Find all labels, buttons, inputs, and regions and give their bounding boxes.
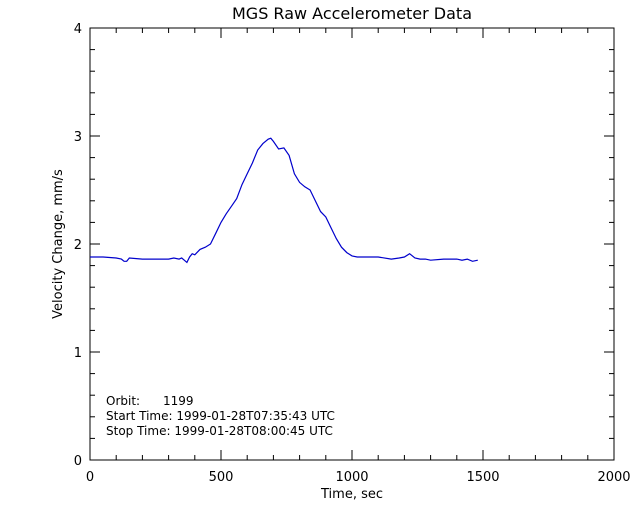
y-tick-label: 0 — [74, 454, 82, 469]
orbit-annotation: Orbit: 1199 — [106, 394, 194, 408]
x-tick-label: 2000 — [597, 470, 630, 485]
series-line — [90, 137, 478, 264]
x-axis-label: Time, sec — [320, 487, 383, 502]
annotations: Orbit: 1199 Start Time: 1999-01-28T07:35… — [106, 394, 335, 438]
y-tick-label: 2 — [74, 238, 82, 253]
tick-marks — [89, 27, 615, 461]
x-tick-label: 500 — [209, 470, 234, 485]
stop-time-annotation: Stop Time: 1999-01-28T08:00:45 UTC — [106, 424, 333, 438]
y-tick-label: 4 — [74, 22, 82, 37]
start-time-annotation: Start Time: 1999-01-28T07:35:43 UTC — [106, 409, 335, 423]
chart-title: MGS Raw Accelerometer Data — [232, 4, 472, 23]
x-tick-label: 1500 — [466, 470, 499, 485]
x-tick-labels: 0 500 1000 1500 2000 — [86, 470, 631, 485]
x-tick-label: 1000 — [335, 470, 368, 485]
y-tick-label: 1 — [74, 346, 82, 361]
x-tick-label: 0 — [86, 470, 94, 485]
y-tick-labels: 0 1 2 3 4 — [74, 22, 82, 469]
y-axis-label: Velocity Change, mm/s — [51, 169, 66, 319]
y-tick-label: 3 — [74, 130, 82, 145]
